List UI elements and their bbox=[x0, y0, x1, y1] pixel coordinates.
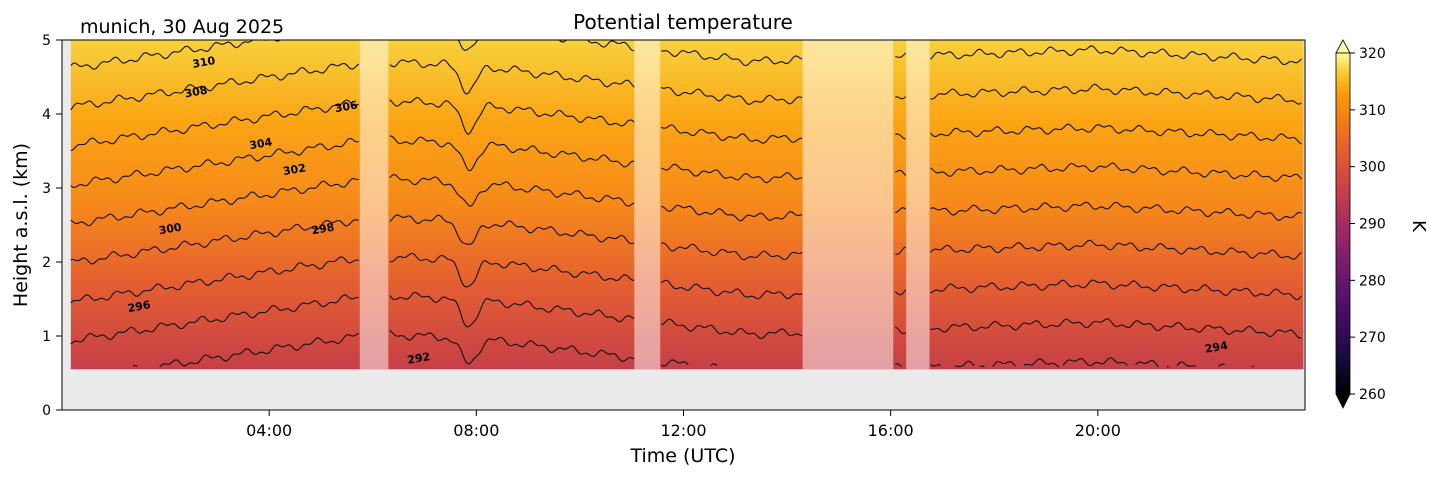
colorbar-tick-label: 300 bbox=[1359, 160, 1386, 176]
contour-labels: 310 308 306 304 302 300 298 296 292 294 bbox=[127, 54, 1229, 367]
colorbar-tick-label: 320 bbox=[1359, 46, 1386, 62]
y-tick-label: 2 bbox=[42, 255, 51, 271]
x-tick-label: 04:00 bbox=[246, 421, 292, 440]
contour-308K bbox=[70, 59, 1302, 111]
contour-306K bbox=[70, 96, 1302, 152]
contour-label: 304 bbox=[248, 135, 273, 152]
chart-title: Potential temperature bbox=[573, 10, 793, 34]
x-tick-label: 08:00 bbox=[453, 421, 499, 440]
contour-label: 308 bbox=[184, 84, 209, 101]
contour-label: 310 bbox=[191, 54, 216, 71]
x-tick-label: 12:00 bbox=[660, 421, 706, 440]
colorbar: 260 270 280 290 300 310 320 K bbox=[1335, 39, 1429, 409]
plot-area: 310 308 306 304 302 300 298 296 292 294 bbox=[62, 40, 1305, 410]
colorbar-extend-top bbox=[1335, 39, 1351, 54]
x-axis-label: Time (UTC) bbox=[629, 445, 735, 467]
contour-lines bbox=[70, 40, 1302, 368]
contour-label: 298 bbox=[311, 221, 336, 238]
y-axis: 0 1 2 3 4 5 bbox=[42, 33, 62, 419]
y-tick-label: 3 bbox=[42, 181, 51, 197]
colorbar-label: K bbox=[1408, 220, 1429, 233]
x-tick-label: 20:00 bbox=[1075, 421, 1121, 440]
temperature-field bbox=[70, 40, 1304, 370]
colorbar-extend-bottom bbox=[1335, 393, 1351, 409]
colorbar-tick-label: 270 bbox=[1359, 330, 1386, 346]
masked-interval bbox=[906, 40, 930, 370]
contour-label: 306 bbox=[334, 98, 359, 115]
colorbar-tick-label: 260 bbox=[1359, 387, 1386, 403]
masked-intervals bbox=[359, 40, 930, 370]
x-axis: 04:00 08:00 12:00 16:00 20:00 bbox=[246, 410, 1121, 440]
colorbar-gradient bbox=[1335, 52, 1351, 395]
contour-label: 294 bbox=[1204, 339, 1229, 356]
x-tick-label: 16:00 bbox=[868, 421, 914, 440]
contour-label: 292 bbox=[406, 350, 431, 367]
contour-label: 296 bbox=[127, 298, 152, 315]
colorbar-tick-label: 310 bbox=[1359, 103, 1386, 119]
contour-298K bbox=[70, 252, 1302, 304]
contour-294K bbox=[132, 329, 1254, 368]
y-tick-label: 0 bbox=[42, 403, 51, 419]
contour-label: 302 bbox=[282, 161, 307, 178]
contour-304K bbox=[70, 135, 1302, 188]
y-axis-label: Height a.s.l. (km) bbox=[10, 143, 32, 307]
contour-300K bbox=[70, 214, 1302, 265]
contour-296K bbox=[70, 291, 1302, 345]
y-tick-label: 4 bbox=[42, 107, 51, 123]
masked-interval bbox=[634, 40, 661, 370]
colorbar-tick-label: 290 bbox=[1359, 217, 1386, 233]
colorbar-ticks: 260 270 280 290 300 310 320 bbox=[1350, 46, 1386, 403]
contour-310K bbox=[70, 40, 1302, 70]
y-tick-label: 1 bbox=[42, 329, 51, 345]
contour-302K bbox=[70, 173, 1302, 227]
masked-interval bbox=[802, 40, 894, 370]
masked-interval bbox=[359, 40, 389, 370]
contour-label: 300 bbox=[158, 220, 183, 237]
chart-subtitle: munich, 30 Aug 2025 bbox=[80, 16, 284, 38]
y-tick-label: 5 bbox=[42, 33, 51, 49]
colorbar-tick-label: 280 bbox=[1359, 273, 1386, 289]
